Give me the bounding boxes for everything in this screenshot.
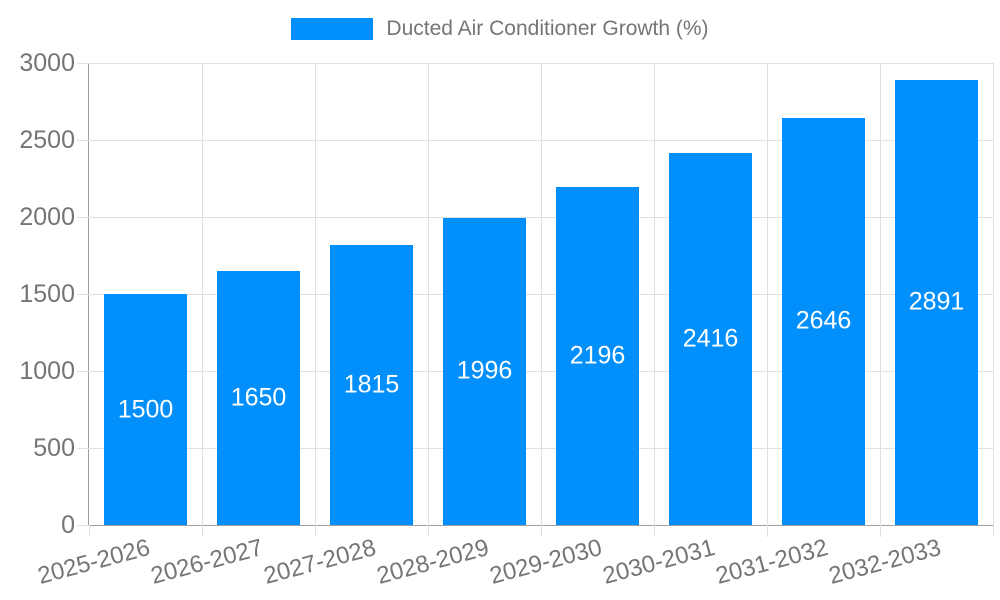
x-tick-mark (202, 525, 203, 537)
bar[interactable]: 1650 (217, 270, 300, 525)
plot-area: 0 500 1000 1500 2000 2500 3000 1500 2025-2026 165… (19, 49, 994, 590)
x-axis-tick-label: 2030-2031 (599, 534, 718, 590)
bar-value-label: 1815 (343, 370, 400, 399)
y-tick-mark (77, 63, 89, 64)
bar-value-label: 1996 (456, 356, 513, 385)
legend-label: Ducted Air Conditioner Growth (%) (386, 17, 709, 40)
bar[interactable]: 2416 (669, 152, 752, 525)
v-gridline (993, 63, 994, 525)
y-axis-tick-label: 0 (61, 511, 75, 539)
y-axis-tick-label: 2500 (19, 126, 75, 154)
x-axis-tick-label: 2031-2032 (712, 534, 831, 590)
bar[interactable]: 1996 (443, 217, 526, 525)
y-tick-mark (77, 525, 89, 526)
x-tick-mark (654, 525, 655, 537)
y-axis-tick-label: 500 (33, 434, 75, 462)
x-tick-mark (428, 525, 429, 537)
v-gridline (880, 63, 881, 525)
y-axis-tick-label: 1500 (19, 280, 75, 308)
v-gridline (767, 63, 768, 525)
x-tick-mark (315, 525, 316, 537)
v-gridline (654, 63, 655, 525)
bar[interactable]: 2196 (556, 186, 639, 525)
bar-value-label: 2891 (908, 287, 965, 316)
y-tick-mark (77, 140, 89, 141)
bar-value-label: 1650 (230, 383, 287, 412)
y-tick-mark (77, 294, 89, 295)
bar-value-label: 2416 (682, 324, 739, 353)
x-axis-tick-label: 2025-2026 (34, 534, 153, 590)
legend-item[interactable]: Ducted Air Conditioner Growth (%) (291, 17, 709, 41)
y-axis-tick-label: 2000 (19, 203, 75, 231)
v-gridline (428, 63, 429, 525)
bar[interactable]: 2646 (782, 117, 865, 525)
bar[interactable]: 1815 (330, 245, 413, 525)
x-axis-tick-label: 2026-2027 (147, 534, 266, 590)
x-tick-mark (993, 525, 994, 537)
bar-value-label: 1500 (117, 395, 174, 423)
bar[interactable]: 1500 (104, 294, 187, 525)
v-gridline (202, 63, 203, 525)
y-tick-mark (77, 217, 89, 218)
x-tick-mark (880, 525, 881, 537)
y-tick-mark (77, 371, 89, 372)
bar[interactable]: 2891 (895, 79, 978, 525)
x-axis-tick-label: 2029-2030 (486, 534, 605, 590)
legend-swatch (291, 18, 374, 40)
v-gridline (315, 63, 316, 525)
x-axis-tick-label: 2032-2033 (825, 534, 944, 590)
legend: Ducted Air Conditioner Growth (%) (0, 17, 1000, 41)
x-tick-mark (541, 525, 542, 537)
bar-value-label: 2646 (795, 306, 852, 335)
v-gridline (541, 63, 542, 525)
x-tick-mark (89, 525, 90, 537)
bar-value-label: 2196 (569, 341, 626, 370)
y-tick-mark (77, 448, 89, 449)
y-axis-tick-label: 3000 (19, 49, 75, 77)
x-axis-tick-label: 2028-2029 (373, 534, 492, 590)
x-tick-mark (767, 525, 768, 537)
y-axis-tick-label: 1000 (19, 357, 75, 385)
x-axis-tick-label: 2027-2028 (260, 534, 379, 590)
